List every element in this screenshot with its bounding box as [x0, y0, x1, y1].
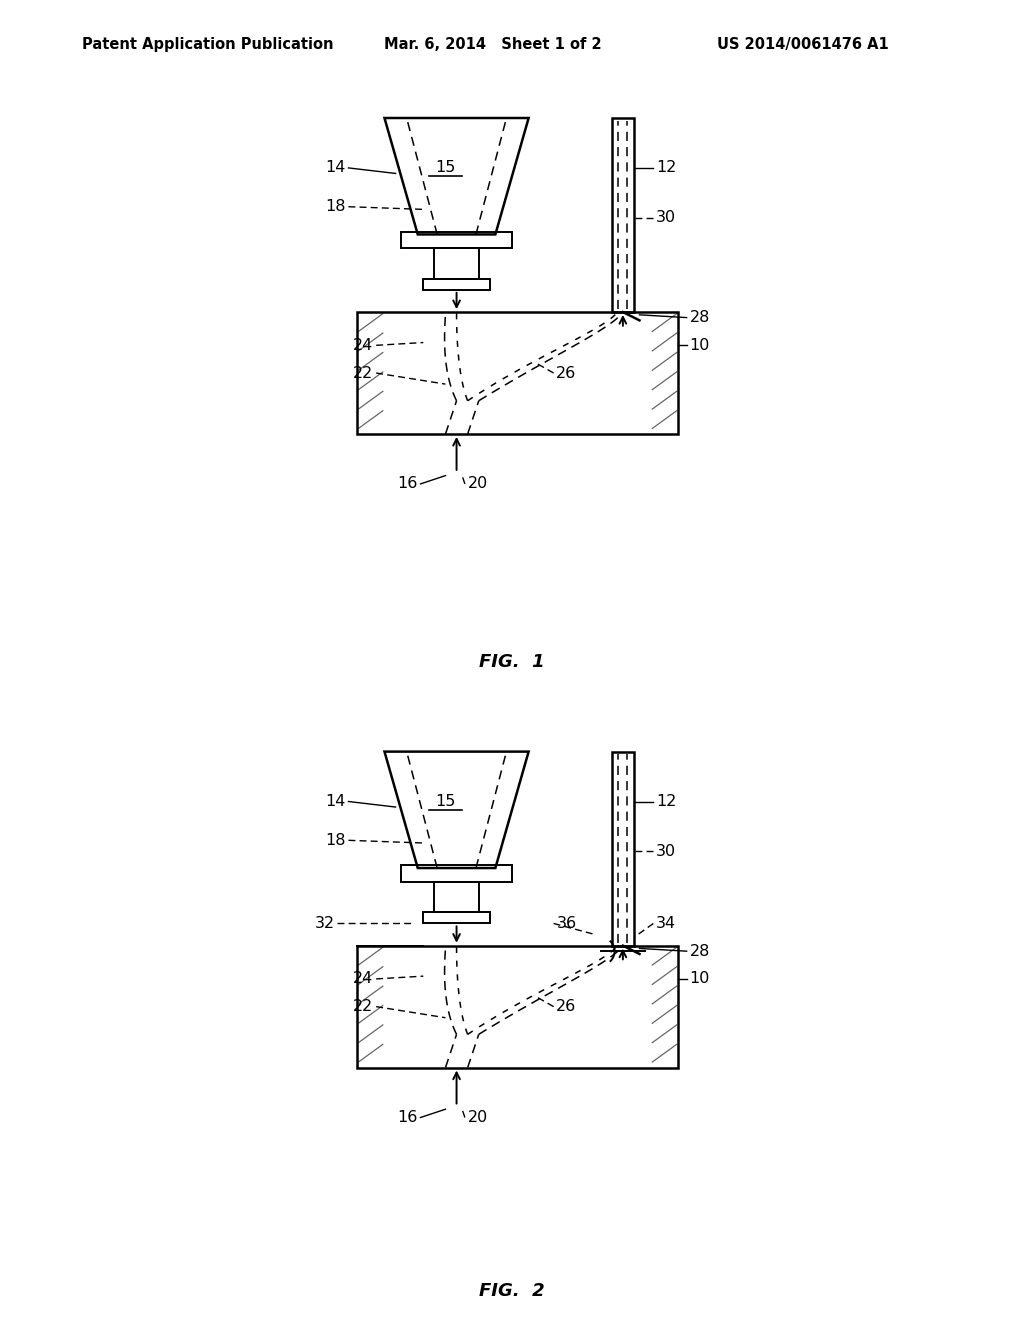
Bar [423, 279, 489, 290]
Bar [434, 882, 479, 912]
Text: 16: 16 [397, 1110, 418, 1125]
Bar [401, 231, 512, 248]
Text: FIG.  2: FIG. 2 [479, 1282, 545, 1300]
Text: Mar. 6, 2014   Sheet 1 of 2: Mar. 6, 2014 Sheet 1 of 2 [384, 37, 602, 51]
Text: FIG.  1: FIG. 1 [479, 653, 545, 672]
Text: 14: 14 [326, 795, 346, 809]
Text: 28: 28 [689, 944, 710, 958]
Text: 12: 12 [656, 161, 677, 176]
Text: 26: 26 [556, 366, 577, 380]
Text: 14: 14 [326, 161, 346, 176]
Text: 26: 26 [556, 999, 577, 1014]
Text: 24: 24 [353, 972, 374, 986]
Text: 18: 18 [326, 833, 346, 847]
Bar [423, 912, 489, 924]
Text: Patent Application Publication: Patent Application Publication [82, 37, 334, 51]
Text: 36: 36 [556, 916, 577, 931]
Text: 30: 30 [656, 210, 676, 226]
Text: 32: 32 [314, 916, 335, 931]
Text: 20: 20 [468, 477, 487, 491]
Text: 12: 12 [656, 795, 677, 809]
Text: US 2014/0061476 A1: US 2014/0061476 A1 [717, 37, 889, 51]
Bar [611, 117, 634, 312]
Text: 28: 28 [689, 310, 710, 325]
Bar [611, 751, 634, 945]
Text: 10: 10 [689, 972, 710, 986]
Text: 15: 15 [435, 161, 456, 176]
Text: 15: 15 [435, 795, 456, 809]
Bar [356, 312, 678, 434]
Text: 34: 34 [656, 916, 676, 931]
Text: 18: 18 [326, 199, 346, 214]
Text: 20: 20 [468, 1110, 487, 1125]
Text: 10: 10 [689, 338, 710, 352]
Text: 24: 24 [353, 338, 374, 352]
Bar [401, 866, 512, 882]
Text: 22: 22 [353, 999, 374, 1014]
Bar [356, 945, 678, 1068]
Text: 22: 22 [353, 366, 374, 380]
Text: 30: 30 [656, 843, 676, 859]
Text: 16: 16 [397, 477, 418, 491]
Bar [434, 248, 479, 279]
